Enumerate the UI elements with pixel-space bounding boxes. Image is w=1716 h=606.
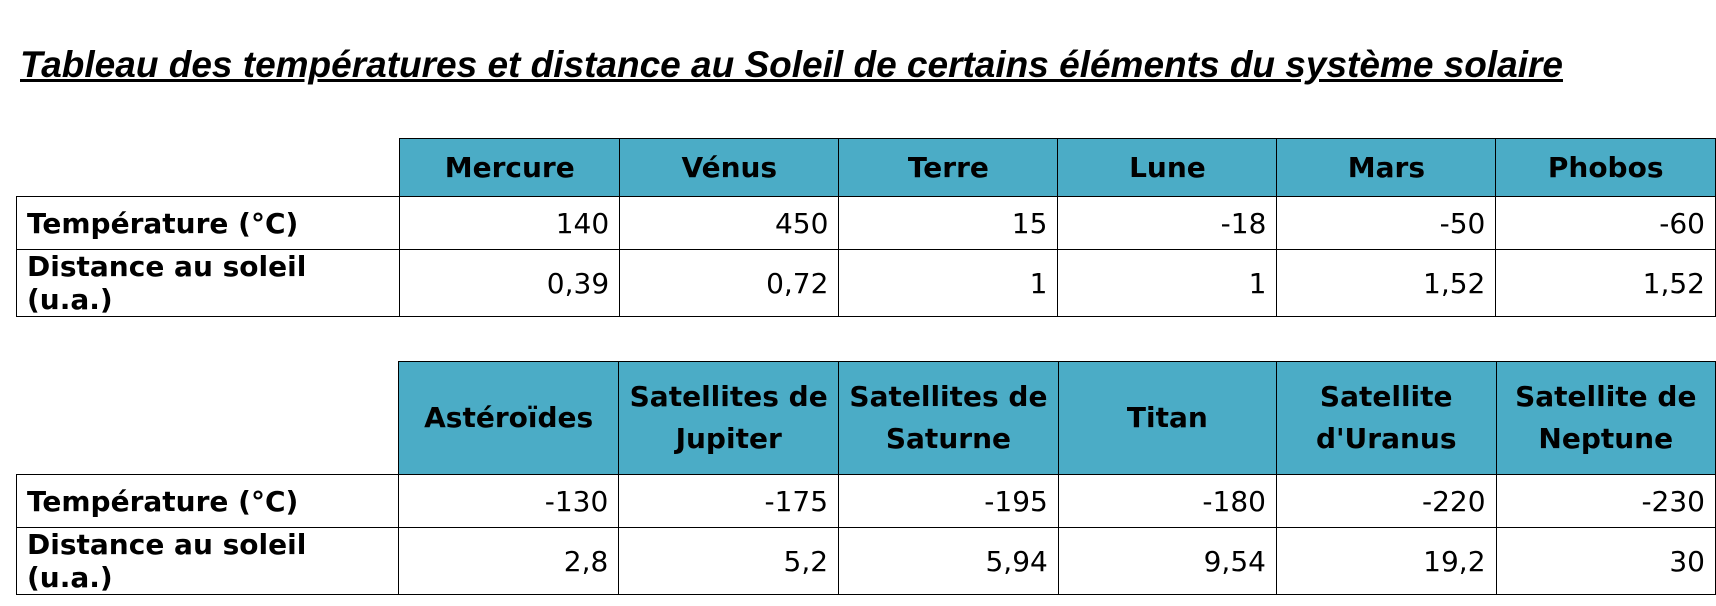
- row-label: Température (°C): [15, 474, 400, 528]
- cell: -130: [398, 474, 620, 528]
- data-row: Température (°C) -130 -175 -195 -180 -220 -230: [15, 474, 1716, 528]
- column-header: Satellites de Saturne: [838, 361, 1059, 475]
- column-header: Mercure: [399, 138, 621, 197]
- cell: 0,72: [619, 249, 840, 317]
- cell: -50: [1276, 196, 1497, 250]
- column-header: Mars: [1276, 138, 1497, 197]
- data-row: Distance au soleil (u.a.) 0,39 0,72 1 1 1,52 1…: [15, 249, 1716, 317]
- cell: 2,8: [398, 527, 620, 595]
- row-label: Distance au soleil (u.a.): [15, 249, 401, 317]
- cell: -180: [1057, 474, 1277, 528]
- cell: 5,2: [618, 527, 840, 595]
- cell: 1: [1057, 249, 1278, 317]
- cell: 30: [1495, 527, 1716, 595]
- data-table: Astéroïdes Satellites de Jupiter Satellite…: [15, 361, 1716, 595]
- cell: -195: [838, 474, 1059, 528]
- cell: 1: [838, 249, 1059, 317]
- cell: -18: [1057, 196, 1278, 250]
- cell: 1,52: [1495, 249, 1716, 317]
- row-label: Distance au soleil (u.a.): [15, 527, 400, 595]
- cell: 1,52: [1276, 249, 1497, 317]
- cell: 0,39: [399, 249, 621, 317]
- empty-corner: [16, 138, 401, 197]
- column-header: Lune: [1057, 138, 1278, 197]
- cell: 450: [619, 196, 840, 250]
- cell: 15: [838, 196, 1059, 250]
- data-table: Mercure Vénus Terre Lune Mars Phobos Températu…: [15, 138, 1716, 317]
- empty-corner: [16, 361, 400, 475]
- column-header: Satellite d'Uranus: [1275, 361, 1497, 475]
- cell: 140: [399, 196, 621, 250]
- data-row: Distance au soleil (u.a.) 2,8 5,2 5,94 9,54 1…: [15, 527, 1716, 595]
- cell: 9,54: [1057, 527, 1277, 595]
- header-row: Astéroïdes Satellites de Jupiter Satellite…: [16, 361, 1716, 475]
- column-header: Satellite de Neptune: [1495, 361, 1716, 475]
- header-row: Mercure Vénus Terre Lune Mars Phobos: [16, 138, 1716, 197]
- column-header: Phobos: [1495, 138, 1716, 197]
- cell: -60: [1495, 196, 1716, 250]
- cell: 19,2: [1275, 527, 1497, 595]
- column-header: Satellites de Jupiter: [618, 361, 840, 475]
- data-row: Température (°C) 140 450 15 -18 -50 -60: [15, 196, 1716, 250]
- column-header: Titan: [1057, 361, 1277, 475]
- cell: -220: [1275, 474, 1497, 528]
- column-header: Astéroïdes: [398, 361, 620, 475]
- column-header: Vénus: [619, 138, 840, 197]
- cell: -230: [1495, 474, 1716, 528]
- page-title: Tableau des températures et distance au …: [20, 44, 1563, 85]
- column-header: Terre: [838, 138, 1059, 197]
- cell: -175: [618, 474, 840, 528]
- cell: 5,94: [838, 527, 1059, 595]
- row-label: Température (°C): [15, 196, 401, 250]
